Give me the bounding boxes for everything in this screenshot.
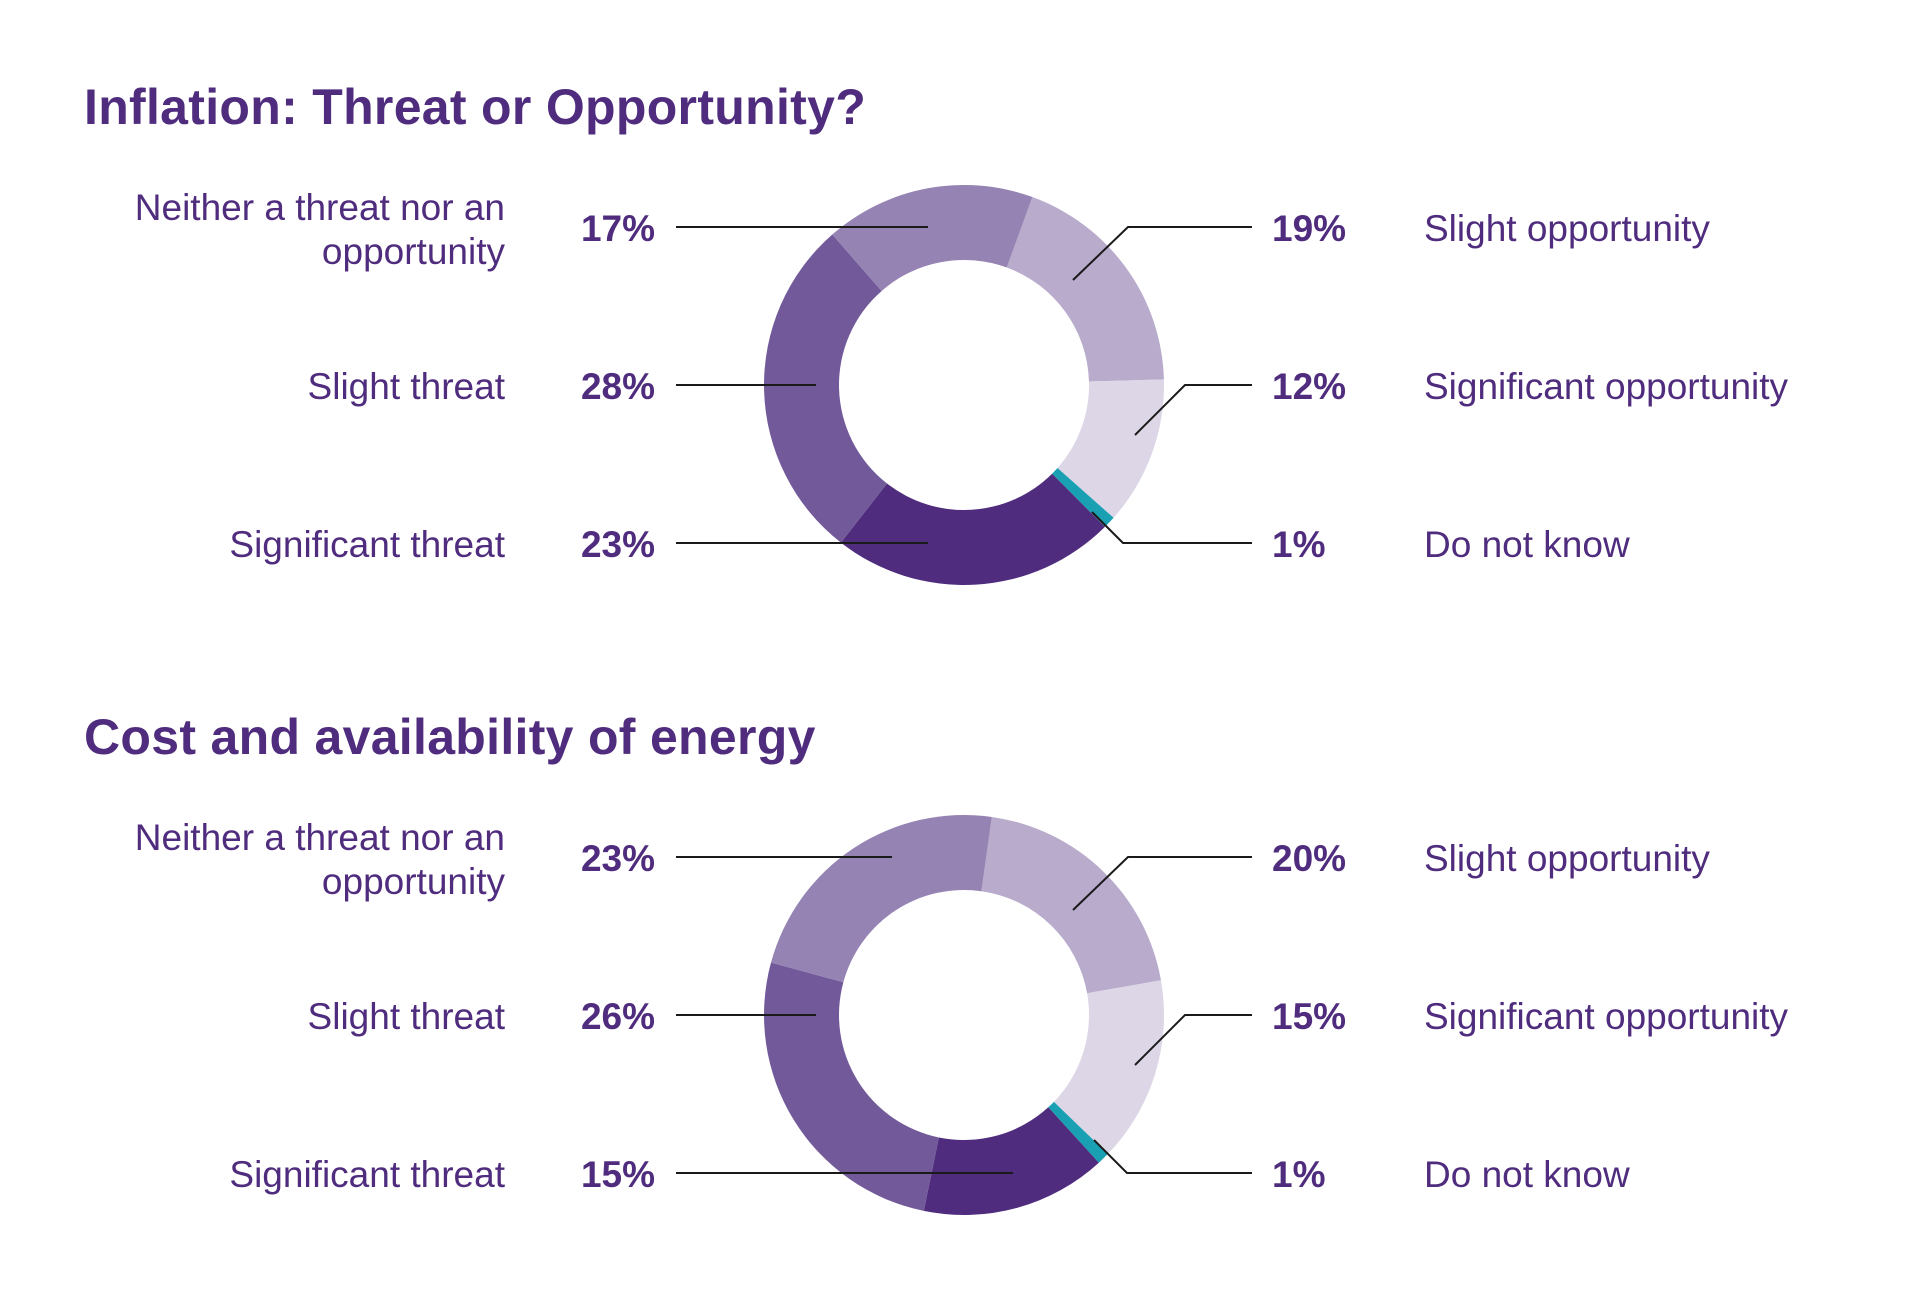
value-neither: 23%	[581, 838, 655, 879]
value-slight-threat: 28%	[581, 366, 655, 407]
label-slight-threat: Slight threat	[308, 996, 506, 1037]
slice-do-not-know	[1052, 467, 1114, 527]
leader-significant-opportunity	[1134, 1014, 1252, 1066]
label-significant-threat: Significant threat	[229, 1154, 505, 1195]
value-neither: 17%	[581, 208, 655, 249]
chart-title: Cost and availability of energy	[84, 709, 816, 765]
slice-neither	[770, 815, 992, 983]
inflation-leader-lines	[676, 226, 1252, 544]
energy-slices	[764, 815, 1164, 1215]
value-significant-opportunity: 12%	[1272, 366, 1346, 407]
label-significant-opportunity: Significant opportunity	[1424, 366, 1789, 407]
leader-significant-opportunity	[1134, 384, 1252, 436]
slice-significant-threat	[923, 1107, 1099, 1215]
value-significant-threat: 23%	[581, 524, 655, 565]
slice-slight-opportunity	[1006, 197, 1164, 382]
value-do-not-know: 1%	[1272, 524, 1325, 565]
energy-donut-svg: Neither a threat nor an opportunity Slig…	[135, 815, 1789, 1215]
label-do-not-know: Do not know	[1424, 1154, 1630, 1195]
label-slight-opportunity: Slight opportunity	[1424, 838, 1710, 879]
chart-title: Inflation: Threat or Opportunity?	[84, 79, 867, 135]
leader-do-not-know	[1091, 511, 1252, 544]
energy-chart: Neither a threat nor an opportunity Slig…	[0, 630, 1920, 1260]
leader-slight-opportunity	[1072, 856, 1252, 911]
slice-slight-threat	[764, 962, 939, 1211]
slice-slight-threat	[764, 234, 888, 543]
value-significant-threat: 15%	[581, 1154, 655, 1195]
slice-do-not-know	[1048, 1101, 1108, 1163]
label-significant-threat: Significant threat	[229, 524, 505, 565]
slice-significant-threat	[840, 473, 1105, 586]
value-do-not-know: 1%	[1272, 1154, 1325, 1195]
leader-do-not-know	[1093, 1139, 1252, 1174]
label-neither-line1: Neither a threat nor an	[135, 817, 505, 858]
value-slight-threat: 26%	[581, 996, 655, 1037]
label-neither-line2: opportunity	[322, 861, 506, 902]
label-do-not-know: Do not know	[1424, 524, 1630, 565]
label-neither-line1: Neither a threat nor an	[135, 187, 505, 228]
slice-neither	[832, 184, 1033, 291]
energy-leader-lines	[676, 856, 1252, 1174]
inflation-slices	[764, 184, 1164, 586]
label-slight-opportunity: Slight opportunity	[1424, 208, 1710, 249]
inflation-chart: Neither a threat nor an opportunity Slig…	[0, 0, 1920, 630]
label-neither-line2: opportunity	[322, 231, 506, 272]
leader-slight-opportunity	[1072, 226, 1252, 281]
value-slight-opportunity: 19%	[1272, 208, 1346, 249]
slice-significant-opportunity	[1057, 379, 1164, 518]
inflation-donut-svg: Neither a threat nor an opportunity Slig…	[135, 184, 1789, 586]
slice-slight-opportunity	[981, 816, 1161, 994]
value-significant-opportunity: 15%	[1272, 996, 1346, 1037]
slice-significant-opportunity	[1053, 980, 1164, 1154]
value-slight-opportunity: 20%	[1272, 838, 1346, 879]
label-slight-threat: Slight threat	[308, 366, 506, 407]
label-significant-opportunity: Significant opportunity	[1424, 996, 1789, 1037]
